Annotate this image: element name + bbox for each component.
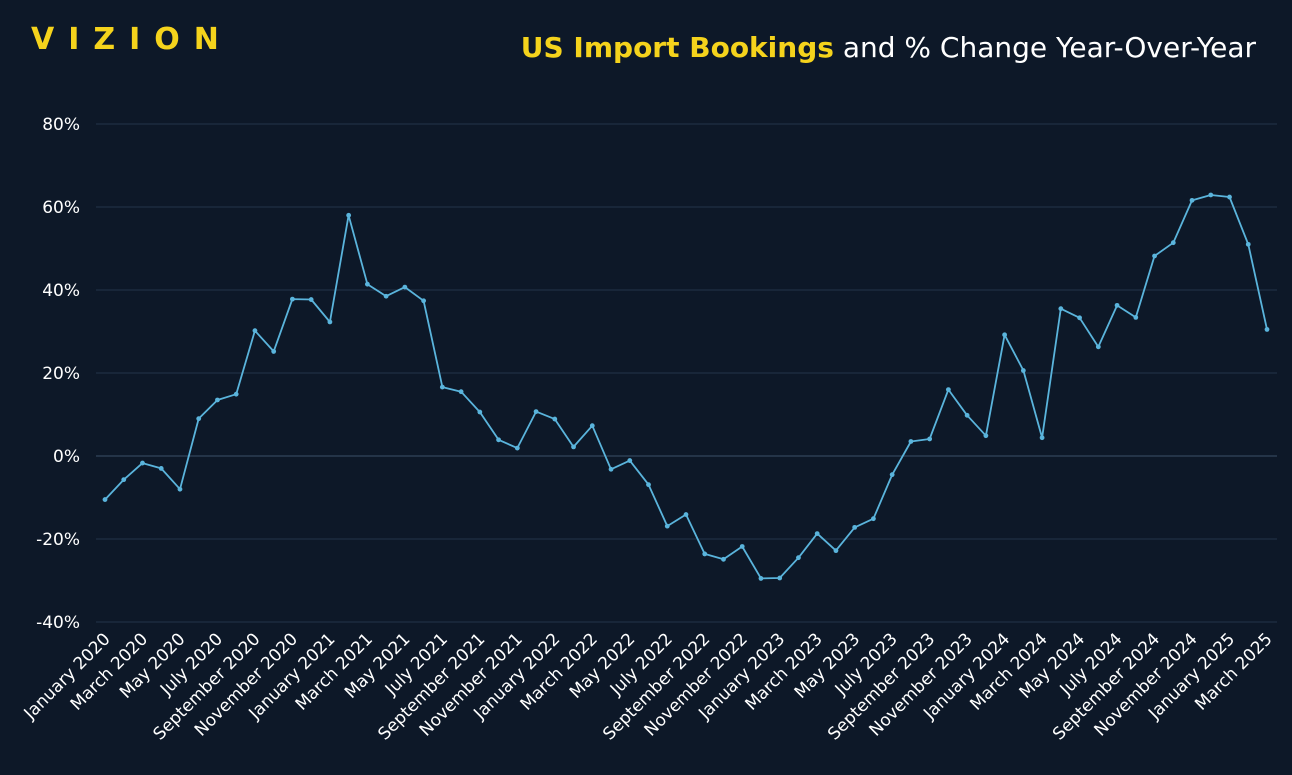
y-tick-label: -20% (36, 530, 80, 550)
y-tick-label: 60% (42, 198, 80, 218)
data-point (383, 293, 389, 299)
y-tick-label: 20% (42, 364, 80, 384)
data-point (833, 548, 839, 554)
chart-title: US Import Bookings and % Change Year-Ove… (521, 28, 1256, 68)
data-point (1095, 344, 1101, 350)
data-point (758, 576, 764, 581)
data-point (1002, 332, 1008, 338)
data-point (196, 416, 202, 422)
data-point (514, 445, 520, 451)
chart-title-highlight: US Import Bookings (520, 31, 834, 64)
data-point (1245, 241, 1251, 247)
data-point (552, 416, 558, 422)
series-line (104, 194, 1268, 580)
data-point (608, 466, 614, 472)
data-point (158, 466, 164, 471)
data-point (533, 409, 539, 414)
data-point (646, 482, 651, 488)
data-point (1133, 314, 1139, 320)
data-point (1208, 192, 1214, 198)
data-point (477, 409, 483, 415)
data-series (102, 192, 1270, 581)
data-point (421, 298, 427, 304)
data-point (177, 486, 183, 492)
data-point (140, 460, 145, 466)
data-point (796, 555, 801, 561)
data-point (683, 512, 689, 517)
y-axis: -40% -20% 0% 20% 40% 60% 80% (36, 115, 80, 633)
data-point (439, 384, 445, 390)
data-point (983, 433, 989, 439)
data-point (777, 575, 783, 581)
data-point (1020, 368, 1026, 373)
y-tick-label: 0% (53, 447, 80, 467)
data-point (271, 349, 277, 354)
data-point (852, 524, 858, 530)
data-point (739, 544, 745, 549)
data-point (702, 551, 708, 557)
data-point (627, 458, 633, 463)
data-point (814, 531, 820, 537)
data-point (889, 472, 895, 478)
data-point (664, 523, 670, 529)
y-tick-label: 40% (42, 281, 80, 301)
data-point (215, 397, 220, 403)
data-point (308, 297, 314, 302)
data-point (1077, 315, 1082, 321)
data-point (589, 423, 595, 429)
data-point (964, 412, 970, 418)
grid-lines (96, 123, 1277, 623)
data-point (346, 212, 352, 218)
data-point (1152, 253, 1157, 259)
data-point (364, 281, 370, 287)
data-point (496, 437, 501, 443)
data-point (571, 444, 576, 450)
data-point (252, 328, 258, 334)
y-tick-label: 80% (42, 115, 80, 135)
vizion-logo: VIZION (31, 22, 233, 57)
data-point (121, 477, 127, 483)
data-point (1170, 240, 1176, 246)
data-point (402, 284, 408, 290)
data-point (1039, 435, 1045, 441)
data-point (945, 387, 951, 392)
data-point (290, 296, 295, 302)
data-point (1058, 306, 1064, 312)
data-point (102, 497, 108, 502)
data-point (871, 516, 876, 522)
y-tick-label: -40% (36, 613, 80, 633)
data-point (458, 389, 464, 395)
data-point (721, 556, 726, 562)
data-point (1189, 197, 1195, 203)
data-point (927, 436, 933, 442)
data-point (1114, 302, 1120, 308)
data-point (1227, 194, 1232, 200)
data-point (1264, 327, 1270, 332)
data-point (908, 439, 914, 444)
chart-title-rest: and % Change Year-Over-Year (833, 31, 1256, 64)
data-point (327, 319, 333, 325)
data-point (233, 391, 239, 397)
